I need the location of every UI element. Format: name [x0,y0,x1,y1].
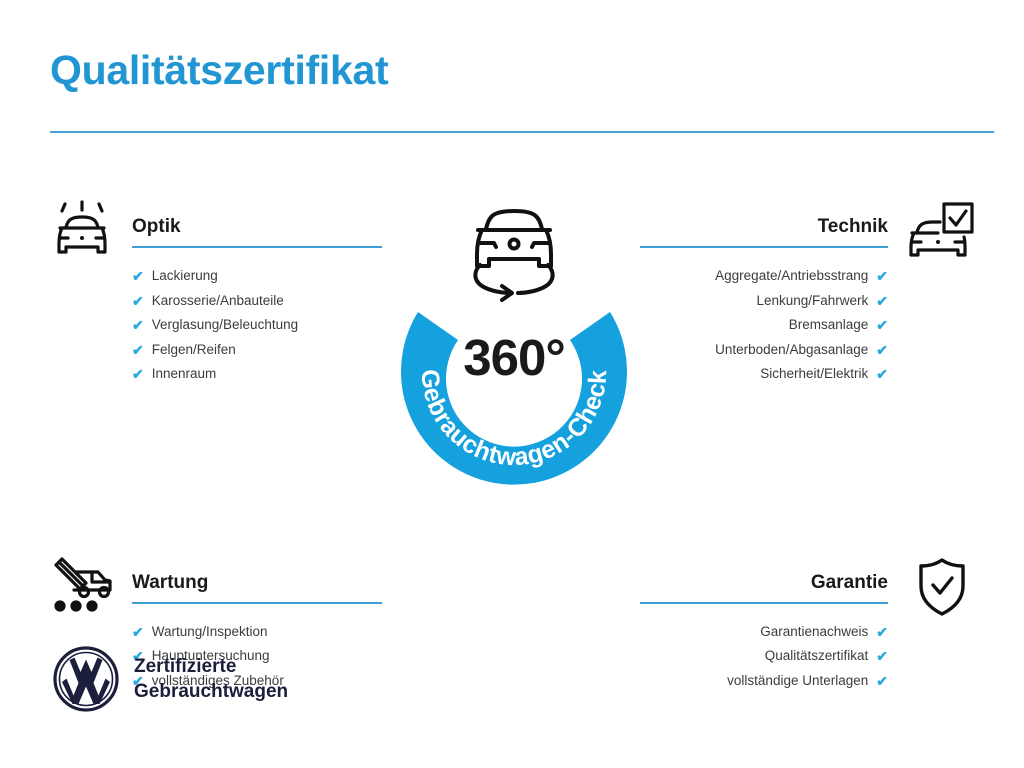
list-item-label: Unterboden/Abgasanlage [715,341,869,357]
list-item: ✔ Felgen/Reifen [46,338,382,363]
section-garantie: Garantie Garantienachweis ✔ Qualitätszert… [640,554,978,694]
list-item-label: Karosserie/Anbauteile [151,292,284,308]
list-item: ✔ Karosserie/Anbauteile [46,289,382,314]
footer-text: Zertifizierte Gebrauchtwagen [134,654,288,704]
section-optik: Optik ✔ Lackierung ✔ Karosserie/Anbauteile… [46,198,382,387]
check-icon: ✔ [132,292,144,309]
left-column: Optik ✔ Lackierung ✔ Karosserie/Anbauteile… [46,198,382,693]
section-wartung-title: Wartung [132,571,209,593]
list-item: Qualitätszertifikat ✔ [640,644,978,669]
check-icon: ✔ [132,341,144,358]
page-title: Qualitätszertifikat [50,47,389,93]
check-icon: ✔ [876,317,888,334]
section-wartung-header: Wartung [46,554,382,612]
section-garantie-list: Garantienachweis ✔ Qualitätszertifikat ✔ v… [640,620,978,694]
list-item-label: vollständige Unterlagen [727,672,869,688]
section-technik-divider [640,246,888,248]
check-icon: ✔ [876,648,888,665]
check-icon: ✔ [876,623,888,640]
car-checkbox-icon [908,200,976,262]
section-technik-list: Aggregate/Antriebsstrang ✔ Lenkung/Fahrwe… [640,264,978,387]
list-item: vollständige Unterlagen ✔ [640,669,978,694]
list-item: ✔ Innenraum [46,362,382,387]
vw-logo-icon [53,646,119,712]
section-wartung: Wartung ✔ Wartung/Inspektion ✔ Hauptunters… [46,554,382,694]
360-check-badge: Gebrauchtwagen-Check 360° [378,196,650,486]
list-item-label: Wartung/Inspektion [151,623,268,639]
section-optik-header: Optik [46,198,382,254]
list-item-label: Garantienachweis [760,623,869,639]
check-icon: ✔ [132,317,144,334]
check-icon: ✔ [876,268,888,285]
right-column: Technik Aggregate/Antriebsstrang ✔ Lenkun… [640,198,978,693]
list-item-label: Qualitätszertifikat [764,648,869,663]
check-icon: ✔ [876,292,888,309]
list-item-label: Hauptuntersuchung [151,648,270,663]
footer-line-1: Zertifizierte [134,656,237,677]
list-item: ✔ Hauptuntersuchung [46,644,382,669]
list-item-label: Innenraum [151,366,217,381]
list-item: Garantienachweis ✔ [640,620,978,645]
section-wartung-list: ✔ Wartung/Inspektion ✔ Hauptuntersuchung ✔… [46,620,382,694]
section-technik-header: Technik [640,198,978,257]
shield-check-icon [908,556,976,618]
footer-line-2: Gebrauchtwagen [134,681,289,702]
section-garantie-header: Garantie [640,554,978,616]
section-technik: Technik Aggregate/Antriebsstrang ✔ Lenkun… [640,198,978,387]
list-item-label: vollständiges Zubehör [151,672,284,688]
list-item-label: Bremsanlage [788,317,869,332]
list-item: ✔ Lackierung [46,264,382,289]
check-icon: ✔ [132,366,144,383]
title-divider [50,131,994,133]
check-icon: ✔ [876,366,888,383]
page-header: Qualitätszertifikat [50,47,994,93]
footer-brand: Zertifizierte Gebrauchtwagen [52,645,288,713]
list-item: Lenkung/Fahrwerk ✔ [640,289,978,314]
list-item: Unterboden/Abgasanlage ✔ [640,338,978,363]
list-item: Sicherheit/Elektrik ✔ [640,362,978,387]
section-garantie-divider [640,601,888,604]
section-technik-title: Technik [817,216,888,237]
car-headlights-icon [48,200,116,262]
section-optik-divider [132,246,382,248]
car-rotate-icon [473,209,555,302]
section-wartung-divider [132,601,382,604]
check-icon: ✔ [132,268,144,285]
check-icon: ✔ [876,341,888,358]
check-icon: ✔ [132,672,144,689]
section-optik-title: Optik [132,216,181,237]
check-icon: ✔ [132,623,144,640]
section-garantie-title: Garantie [810,571,888,593]
list-item: Aggregate/Antriebsstrang ✔ [640,264,978,289]
badge-ring: Gebrauchtwagen-Check [401,312,627,485]
list-item-label: Lackierung [151,268,218,283]
list-item: Bremsanlage ✔ [640,313,978,338]
section-optik-list: ✔ Lackierung ✔ Karosserie/Anbauteile ✔ Verg… [46,264,382,387]
check-icon: ✔ [876,672,888,689]
list-item-label: Lenkung/Fahrwerk [756,292,869,308]
list-item-label: Verglasung/Beleuchtung [151,317,299,332]
wrench-car-icon [48,556,116,618]
list-item: ✔ vollständiges Zubehör [46,669,382,694]
list-item: ✔ Wartung/Inspektion [46,620,382,645]
list-item-label: Sicherheit/Elektrik [760,366,869,381]
list-item-label: Aggregate/Antriebsstrang [715,268,869,283]
check-icon: ✔ [132,648,144,665]
list-item: ✔ Verglasung/Beleuchtung [46,313,382,338]
list-item-label: Felgen/Reifen [151,341,236,357]
